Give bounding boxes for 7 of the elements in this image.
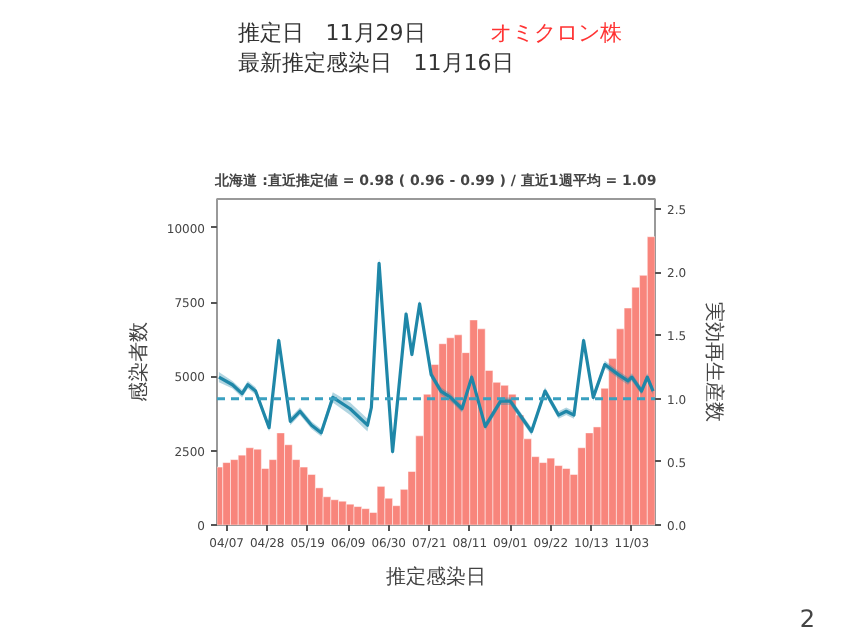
text: 推定日 11月29日: [237, 20, 426, 46]
y2-axis-title: 実効再生産数: [702, 302, 727, 422]
text: 2: [799, 605, 816, 633]
x-axis-title: 推定感染日: [386, 565, 486, 589]
text: 最新推定感染日 11月16日: [237, 50, 514, 76]
y-axis-title: 感染者数: [126, 322, 151, 402]
text: オミクロン株: [490, 20, 623, 46]
